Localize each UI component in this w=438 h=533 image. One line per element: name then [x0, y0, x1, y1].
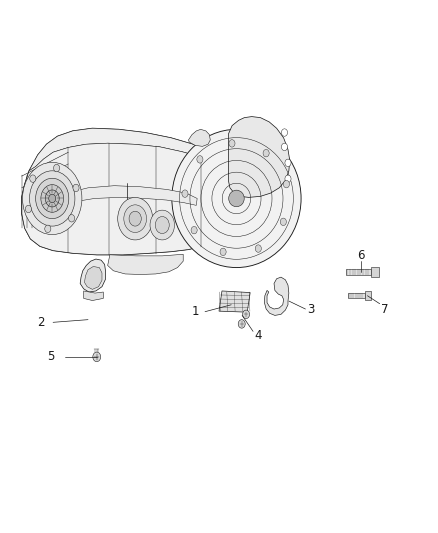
Circle shape: [30, 175, 36, 182]
Polygon shape: [348, 293, 365, 298]
Circle shape: [282, 129, 288, 136]
Polygon shape: [21, 143, 241, 255]
Polygon shape: [219, 291, 250, 312]
Circle shape: [118, 197, 152, 240]
Polygon shape: [84, 291, 103, 301]
Text: 4: 4: [254, 329, 262, 342]
Circle shape: [220, 248, 226, 256]
Circle shape: [197, 156, 203, 163]
Circle shape: [182, 190, 188, 197]
Circle shape: [129, 211, 141, 226]
Circle shape: [285, 159, 291, 166]
Polygon shape: [229, 117, 290, 197]
Circle shape: [69, 215, 74, 222]
Circle shape: [49, 194, 56, 203]
Polygon shape: [188, 130, 210, 147]
Circle shape: [155, 216, 169, 233]
Polygon shape: [29, 128, 241, 175]
Polygon shape: [80, 259, 106, 292]
Polygon shape: [365, 292, 371, 300]
Circle shape: [29, 171, 75, 226]
Polygon shape: [346, 269, 371, 275]
Polygon shape: [85, 266, 102, 289]
Polygon shape: [265, 277, 289, 316]
Circle shape: [53, 164, 60, 172]
Circle shape: [283, 181, 290, 188]
Text: 3: 3: [307, 303, 314, 316]
Circle shape: [280, 218, 286, 225]
Circle shape: [41, 184, 64, 212]
Ellipse shape: [229, 190, 244, 207]
Circle shape: [45, 190, 59, 207]
Circle shape: [282, 143, 288, 151]
Circle shape: [191, 227, 197, 234]
Circle shape: [255, 245, 261, 252]
Circle shape: [285, 175, 291, 182]
Polygon shape: [371, 266, 379, 277]
Circle shape: [263, 149, 269, 157]
Circle shape: [150, 210, 174, 240]
Text: 5: 5: [47, 350, 55, 364]
Circle shape: [124, 205, 147, 232]
Circle shape: [243, 310, 250, 319]
Polygon shape: [108, 254, 183, 274]
Circle shape: [93, 352, 101, 362]
Circle shape: [35, 178, 69, 219]
Text: 1: 1: [191, 305, 199, 318]
Polygon shape: [21, 128, 241, 255]
Text: 6: 6: [357, 249, 365, 262]
Circle shape: [45, 225, 51, 232]
Text: 7: 7: [381, 303, 389, 316]
Circle shape: [25, 205, 32, 213]
Circle shape: [22, 163, 82, 235]
Circle shape: [238, 320, 245, 328]
Polygon shape: [71, 185, 197, 205]
Circle shape: [73, 184, 79, 192]
Text: 2: 2: [38, 316, 45, 329]
Circle shape: [229, 140, 235, 147]
Ellipse shape: [172, 130, 301, 268]
